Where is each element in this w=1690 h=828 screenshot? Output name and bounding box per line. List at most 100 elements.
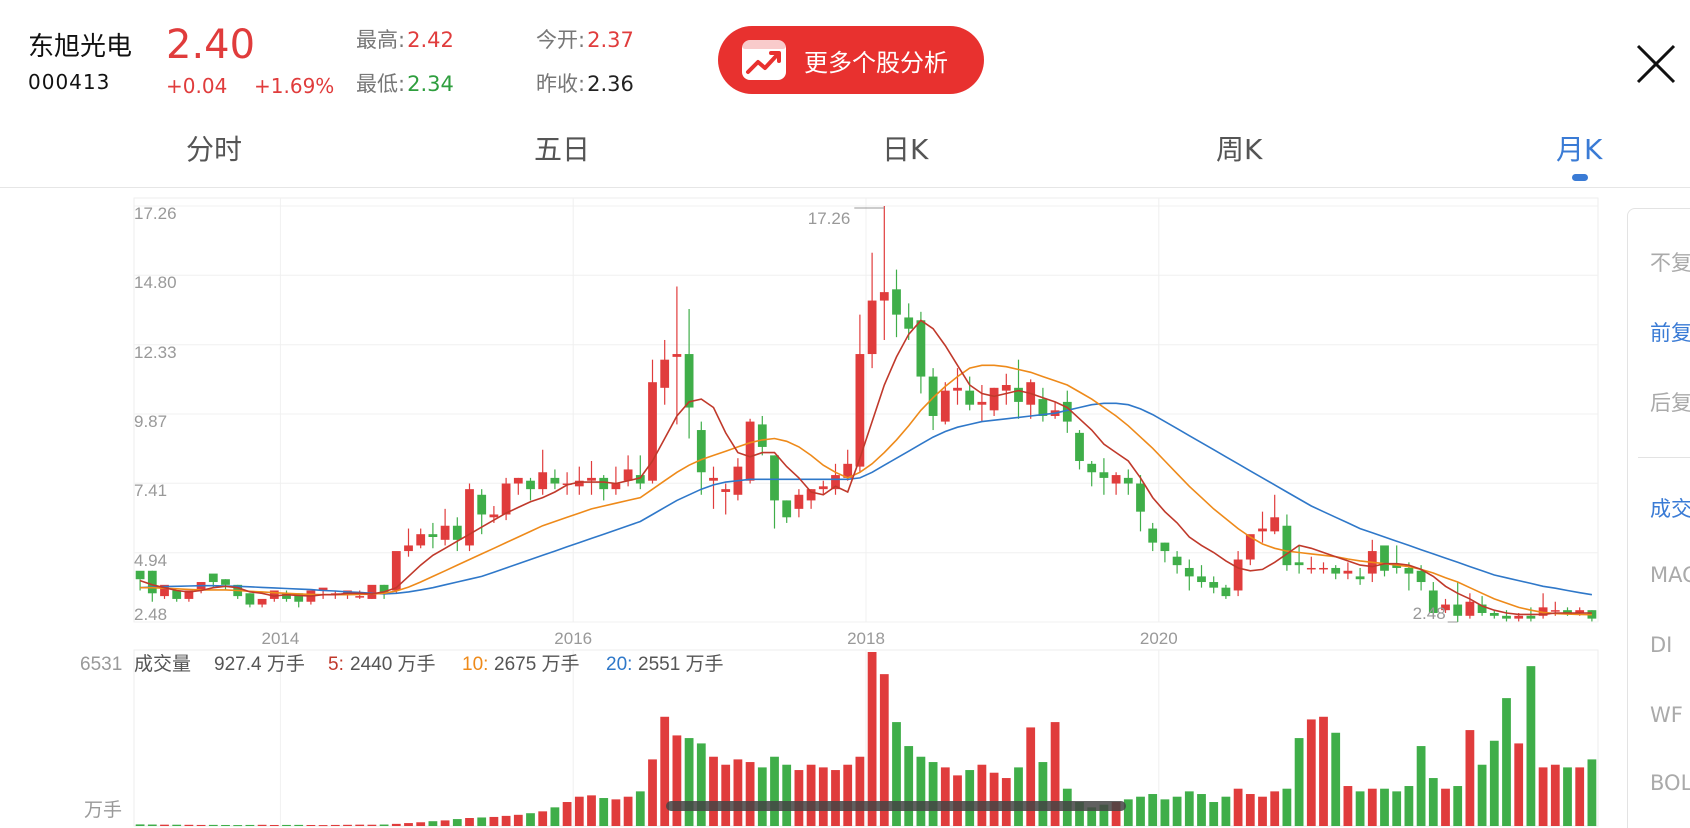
stock-code: 000413 <box>28 70 111 94</box>
side-item-volume[interactable]: 成交 <box>1650 497 1690 521</box>
side-item-wr[interactable]: WF <box>1650 703 1683 727</box>
volume-bar <box>1526 666 1536 826</box>
candle-body <box>770 455 779 501</box>
side-item-boll[interactable]: BOL <box>1650 771 1690 795</box>
volume-bar <box>489 816 499 826</box>
volume-bar <box>306 824 316 826</box>
chart-grid <box>133 197 1599 827</box>
volume-bar <box>733 759 743 826</box>
candle-body <box>1331 567 1341 574</box>
time-axis-labels: 2014 2016 2018 2020 <box>261 629 1177 648</box>
volume-bar <box>1538 767 1548 826</box>
volume-bar <box>1428 778 1438 826</box>
year-tick-label: 2018 <box>847 629 885 648</box>
open-value: 2.37 <box>587 28 634 52</box>
candle-body <box>355 596 365 598</box>
close-icon[interactable] <box>1632 40 1680 88</box>
price-tick-label: 9.87 <box>134 412 167 431</box>
candle-body <box>1136 483 1145 512</box>
candle-body <box>928 376 938 416</box>
candle-body <box>940 390 950 422</box>
candle-body <box>416 534 426 546</box>
volume-bar <box>526 813 535 826</box>
tab-weekly-k[interactable]: 周K <box>1216 133 1263 166</box>
volume-bar <box>635 791 645 826</box>
volume-bar <box>1184 791 1194 826</box>
volume-bar <box>1392 791 1402 826</box>
volume-bar <box>599 798 609 826</box>
volume-bar <box>160 824 169 826</box>
tab-intraday[interactable]: 分时 <box>186 133 243 166</box>
current-price: 2.40 <box>166 22 256 68</box>
volume-bar <box>269 824 279 826</box>
tab-daily-k[interactable]: 日K <box>882 133 929 166</box>
volume-legend-title: 成交量 <box>134 653 191 675</box>
volume-bar <box>709 756 718 826</box>
candle-body <box>599 477 609 490</box>
volume-bar <box>1221 796 1231 826</box>
volume-bar <box>147 824 157 826</box>
candle-body <box>1062 401 1072 422</box>
candle-body <box>1380 545 1389 571</box>
volume-bar <box>477 817 487 826</box>
volume-bar <box>1087 807 1097 826</box>
volume-bar <box>428 821 438 826</box>
prev-close-label: 昨收: <box>536 72 586 96</box>
low-value: 2.34 <box>407 72 454 96</box>
candle-body <box>172 590 182 599</box>
candle-body <box>1550 610 1560 612</box>
volume-unit-label: 万手 <box>84 799 122 821</box>
volume-bar <box>355 824 365 826</box>
candle-body <box>916 320 926 377</box>
candle-body <box>684 354 694 408</box>
candle-body <box>184 590 194 599</box>
tab-five-day[interactable]: 五日 <box>534 133 591 166</box>
open-price: 今开:2.37 <box>536 24 634 54</box>
candle-body <box>1099 472 1109 478</box>
side-item-macd[interactable]: MAC <box>1650 563 1690 587</box>
volume-bar <box>1282 788 1292 826</box>
candle-body <box>843 463 853 478</box>
candle-body <box>721 489 731 492</box>
price-tick-label: 4.94 <box>134 551 167 570</box>
side-item-forward-adjust[interactable]: 前复 <box>1650 321 1690 345</box>
kline-chart[interactable]: 17.26 14.80 12.33 9.87 7.41 4.94 2.48 2014 2016… <box>0 190 1625 828</box>
more-stock-analysis-button[interactable]: 更多个股分析 <box>718 26 984 94</box>
candle-body <box>696 430 706 473</box>
volume-bar <box>379 824 389 826</box>
side-item-backward-adjust[interactable]: 后复 <box>1650 391 1690 415</box>
candle-body <box>526 480 535 490</box>
volume-bar <box>1075 802 1084 826</box>
volume-ma10-value: 2675 万手 <box>494 653 580 675</box>
candle-body <box>1355 576 1365 580</box>
volume-max-label: 6531 <box>80 654 122 675</box>
side-item-dma[interactable]: DI <box>1650 633 1673 657</box>
moving-average-lines <box>139 319 1593 616</box>
candle-body <box>1294 562 1304 566</box>
volume-bar <box>1014 767 1023 826</box>
volume-bar <box>404 823 413 826</box>
price-tick-label: 17.26 <box>134 204 177 223</box>
stock-header: 东旭光电 000413 2.40 +0.04 +1.69% 最高:2.42 最低… <box>0 0 1690 118</box>
candle-body <box>538 472 548 490</box>
candle-body <box>269 590 279 599</box>
candle-body <box>1428 590 1438 613</box>
candle-body <box>1575 610 1585 613</box>
candle-body <box>501 483 511 515</box>
volume-bars <box>135 652 1597 827</box>
candle-body <box>904 317 914 329</box>
volume-bar <box>806 764 816 826</box>
volume-bar <box>1355 791 1365 826</box>
volume-bar <box>501 815 511 826</box>
tab-monthly-k[interactable]: 月K <box>1556 133 1603 166</box>
candle-body <box>1416 570 1426 583</box>
volume-bar <box>1343 786 1353 826</box>
stock-name: 东旭光电 <box>28 32 133 62</box>
volume-bar <box>330 824 340 826</box>
candle-body <box>1477 604 1487 613</box>
volume-bar <box>574 796 584 826</box>
volume-bar <box>282 824 291 826</box>
candle-body <box>318 587 328 591</box>
side-item-no-adjust[interactable]: 不复 <box>1650 251 1690 275</box>
candle-body <box>953 387 962 391</box>
